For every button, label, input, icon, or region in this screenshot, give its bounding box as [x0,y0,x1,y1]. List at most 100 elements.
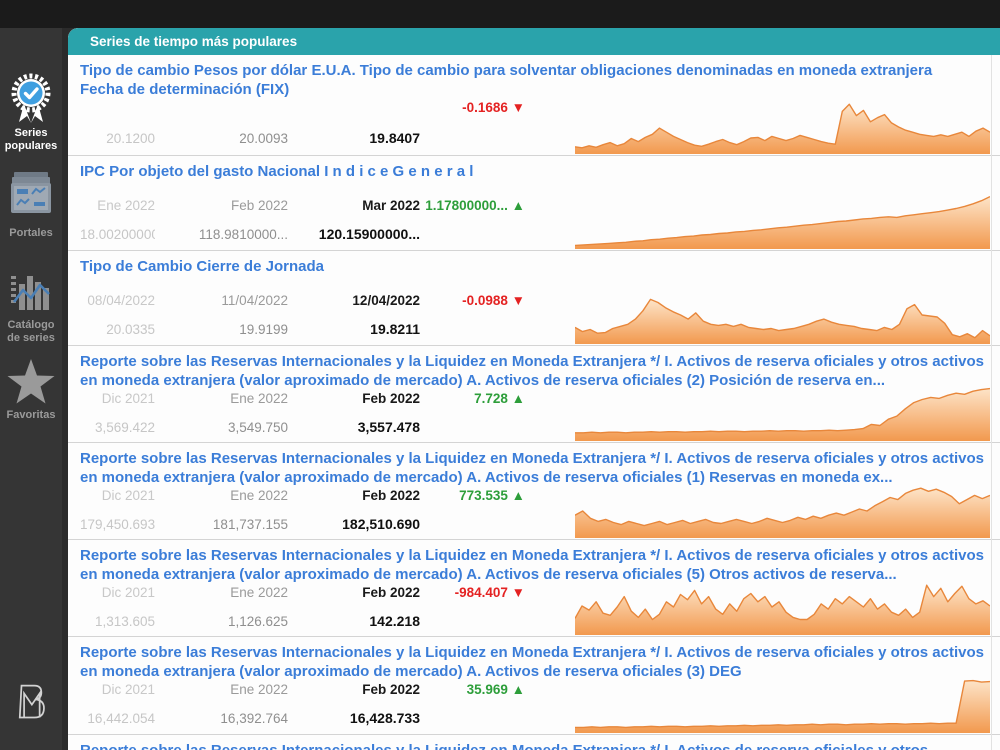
change-value: -984.407 ▼ [454,585,525,600]
catalog-chart-icon [11,276,50,310]
sparkline-chart [575,385,991,441]
date-oldest: Dic 2021 [101,585,155,600]
banxico-monogram-icon [18,684,45,719]
sidebar-nav: Series populares Portales [0,28,62,750]
table-row[interactable]: Tipo de Cambio Cierre de Jornada 08/04/2… [68,251,1000,346]
table-row[interactable]: Reporte sobre las Reservas Internacional… [68,346,1000,443]
dates-line: Dic 2021 Ene 2022 Feb 2022 35.969 ▲ [68,681,1000,698]
table-row[interactable]: Reporte sobre las Reservas Internacional… [68,735,1000,750]
value-latest: 19.8407 [369,130,420,146]
series-title-link[interactable]: Reporte sobre las Reservas Internacional… [80,353,984,389]
medal-badge-icon [11,73,51,123]
series-title-link[interactable]: Reporte sobre las Reservas Internacional… [80,450,984,486]
dates-line: Dic 2021 Ene 2022 Feb 2022 -984.407 ▼ [68,584,1000,601]
change-line: -0.1686 ▼ [68,99,1000,116]
sidebar-item-series-populares[interactable]: Series populares [0,72,62,153]
series-title-link[interactable]: Reporte sobre las Reservas Internacional… [68,735,1000,750]
date-oldest: Dic 2021 [101,682,155,697]
values-line: 20.0335 19.9199 19.8211 [68,321,1000,338]
table-row[interactable]: Tipo de cambio Pesos por dólar E.U.A. Ti… [68,55,1000,156]
value-latest: 182,510.690 [342,516,420,532]
value-mid: 3,549.750 [227,420,288,435]
value-oldest: 16,442.054 [87,711,155,726]
sparkline-chart [574,482,991,538]
value-mid: 19.9199 [239,322,288,337]
dates-line: 08/04/2022 11/04/2022 12/04/2022 -0.0988… [68,292,1000,309]
dates-line: Ene 2022 Feb 2022 Mar 2022 1.17800000...… [68,197,1000,214]
dates-line: Dic 2021 Ene 2022 Feb 2022 773.535 ▲ [68,487,1000,504]
values-line: 18.002000000... 118.9810000... 120.15900… [68,226,1000,243]
banxico-logo [0,680,62,727]
date-oldest: Ene 2022 [97,198,155,213]
series-title-link[interactable]: Reporte sobre las Reservas Internacional… [80,644,984,680]
table-row[interactable]: Reporte sobre las Reservas Internacional… [68,637,1000,735]
sparkline-chart [574,288,991,344]
value-oldest: 20.0335 [106,322,155,337]
date-latest: 12/04/2022 [352,293,420,308]
change-value: 773.535 ▲ [459,488,525,503]
date-latest: Feb 2022 [362,391,420,406]
table-row[interactable]: Reporte sobre las Reservas Internacional… [68,540,1000,637]
series-title-link[interactable]: Tipo de Cambio Cierre de Jornada [80,258,324,275]
values-line: 3,569.422 3,549.750 3,557.478 [68,419,1000,436]
table-row[interactable]: IPC Por objeto del gasto Nacional I n d … [68,156,1000,251]
sidebar-label: Portales [9,227,53,239]
date-mid: Ene 2022 [230,391,288,406]
series-title-link[interactable]: Reporte sobre las Reservas Internacional… [80,547,984,583]
value-mid: 16,392.764 [220,711,288,726]
date-mid: 11/04/2022 [221,293,288,308]
date-mid: Ene 2022 [230,488,288,503]
value-oldest: 179,450.693 [80,517,155,532]
value-oldest: 1,313.605 [94,614,155,629]
date-latest: Mar 2022 [362,198,420,213]
sidebar-label: Favoritas [6,409,56,421]
value-latest: 16,428.733 [349,710,420,726]
top-status-bar [0,0,1000,28]
sparkline-chart [574,98,991,154]
series-title-link[interactable]: Tipo de cambio Pesos por dólar E.U.A. Ti… [80,62,933,98]
table-row[interactable]: Reporte sobre las Reservas Internacional… [68,443,1000,540]
value-oldest: 20.1200 [106,131,155,146]
sidebar-label: Catálogo de series [7,319,55,344]
right-gutter-divider [991,55,992,750]
values-line: 16,442.054 16,392.764 16,428.733 [68,710,1000,727]
value-latest: 142.218 [369,613,420,629]
value-mid: 1,126.625 [227,614,288,629]
value-latest: 120.15900000... [318,226,420,242]
value-oldest: 18.002000000... [80,227,155,242]
change-value: -0.1686 ▼ [462,100,525,115]
portals-icon [11,172,51,213]
sparkline-chart [575,677,991,733]
change-value: -0.0988 ▼ [462,293,525,308]
date-oldest: Dic 2021 [101,488,155,503]
date-oldest: Dic 2021 [101,391,155,406]
panel-title: Series de tiempo más populares [68,28,1000,55]
date-oldest: 08/04/2022 [87,293,155,308]
value-oldest: 3,569.422 [94,420,155,435]
date-mid: Ene 2022 [230,682,288,697]
date-mid: Ene 2022 [230,585,288,600]
value-mid: 20.0093 [239,131,288,146]
date-latest: Feb 2022 [362,682,420,697]
date-mid: Feb 2022 [230,198,288,213]
value-latest: 3,557.478 [357,419,420,435]
sparkline-chart [574,579,991,635]
values-line: 20.1200 20.0093 19.8407 [68,130,1000,147]
sparkline-chart [574,193,991,249]
dates-line: Dic 2021 Ene 2022 Feb 2022 7.728 ▲ [68,390,1000,407]
change-value: 35.969 ▲ [466,682,525,697]
value-latest: 19.8211 [370,321,420,337]
series-title-link[interactable]: IPC Por objeto del gasto Nacional I n d … [80,163,474,180]
value-mid: 118.9810000... [198,227,288,242]
values-line: 179,450.693 181,737.155 182,510.690 [68,516,1000,533]
date-latest: Feb 2022 [362,488,420,503]
values-line: 1,313.605 1,126.625 142.218 [68,613,1000,630]
sidebar-label: Series populares [4,127,58,152]
star-icon [7,359,55,404]
main-panel: Series de tiempo más populares Tipo de c… [68,28,1000,750]
sidebar-item-catalogo-de-series[interactable]: Catálogo de series [0,270,62,345]
sidebar-item-portales[interactable]: Portales [0,170,62,240]
sidebar-item-favoritas[interactable]: Favoritas [0,358,62,422]
change-value: 7.728 ▲ [474,391,525,406]
date-latest: Feb 2022 [362,585,420,600]
